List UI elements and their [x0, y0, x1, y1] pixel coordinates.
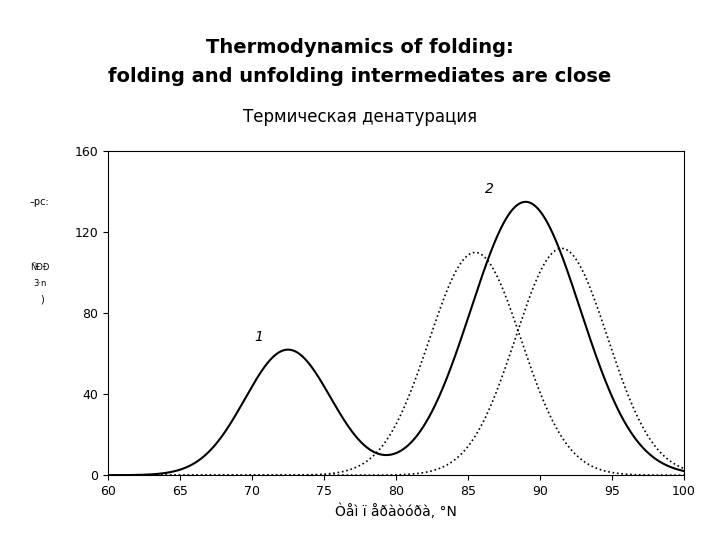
Text: Thermodynamics of folding:: Thermodynamics of folding: [206, 38, 514, 57]
Text: folding and unfolding intermediates are close: folding and unfolding intermediates are … [109, 68, 611, 86]
X-axis label: Òåì ï åðàòóðà, °N: Òåì ï åðàòóðà, °N [335, 503, 457, 519]
Text: Термическая денатурация: Термическая денатурация [243, 108, 477, 126]
Text: ): ) [40, 294, 44, 305]
Text: 3·n: 3·n [33, 279, 46, 288]
Text: 1: 1 [255, 329, 264, 343]
Text: 2: 2 [485, 182, 494, 195]
Text: ÑÐÐ: ÑÐÐ [30, 263, 49, 272]
Text: –pc:: –pc: [30, 197, 50, 207]
